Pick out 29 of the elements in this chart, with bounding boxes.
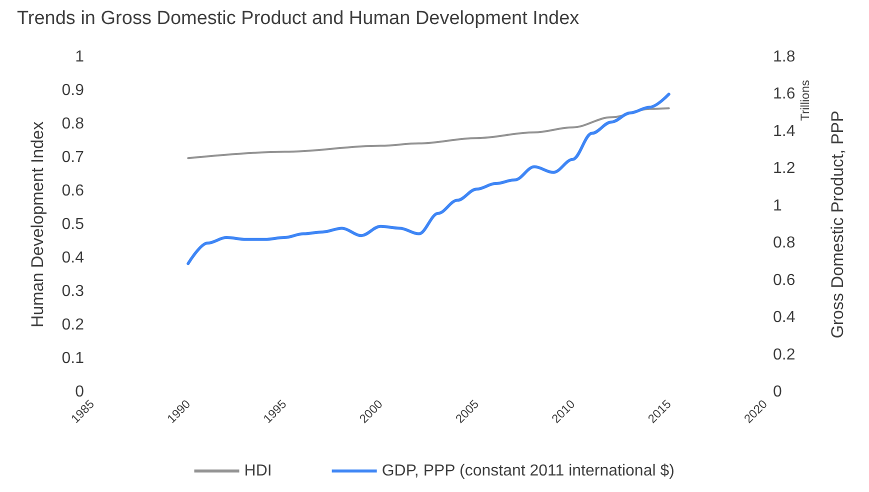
y2-axis-title: Gross Domestic Product, PPP — [828, 110, 847, 338]
chart-title: Trends in Gross Domestic Product and Human Development Index — [17, 8, 580, 29]
y2-tick-label: 1.2 — [773, 160, 796, 178]
y-tick-label: 0.5 — [62, 216, 84, 233]
y2-tick-label: 0.8 — [773, 234, 796, 252]
y2-tick-label: 0.4 — [773, 309, 796, 326]
y2-tick-label: 1 — [773, 197, 782, 214]
line-series — [186, 92, 670, 266]
y-tick-label: 0.8 — [62, 116, 84, 132]
y2-tick-label: 1.6 — [773, 86, 796, 103]
y-tick-label: 0.3 — [62, 283, 84, 300]
y-tick-label: 0.2 — [62, 316, 84, 334]
y2-tick-label: 0 — [773, 384, 782, 400]
text: Trillions — [798, 80, 812, 121]
y-tick-label: 1 — [75, 48, 84, 66]
line-series — [187, 107, 670, 160]
y-axis-title: Human Development Index — [28, 121, 47, 328]
y2-tick-label: 0.2 — [773, 346, 796, 364]
y-tick-label: 0.6 — [62, 182, 84, 200]
legend-label: GDP, PPP (constant 2011 international $) — [382, 462, 674, 480]
y-tick-label: 0.7 — [62, 149, 84, 166]
legend-label: HDI — [244, 462, 272, 480]
y-tick-label: 0 — [75, 384, 84, 400]
y-tick-label: 0.9 — [62, 82, 84, 99]
y2-tick-label: 1.4 — [773, 122, 796, 140]
y2-tick-label: 0.6 — [773, 272, 796, 289]
y2-tick-label: 1.8 — [773, 48, 796, 66]
y-tick-label: 0.1 — [62, 350, 84, 367]
y-tick-label: 0.4 — [62, 250, 84, 266]
